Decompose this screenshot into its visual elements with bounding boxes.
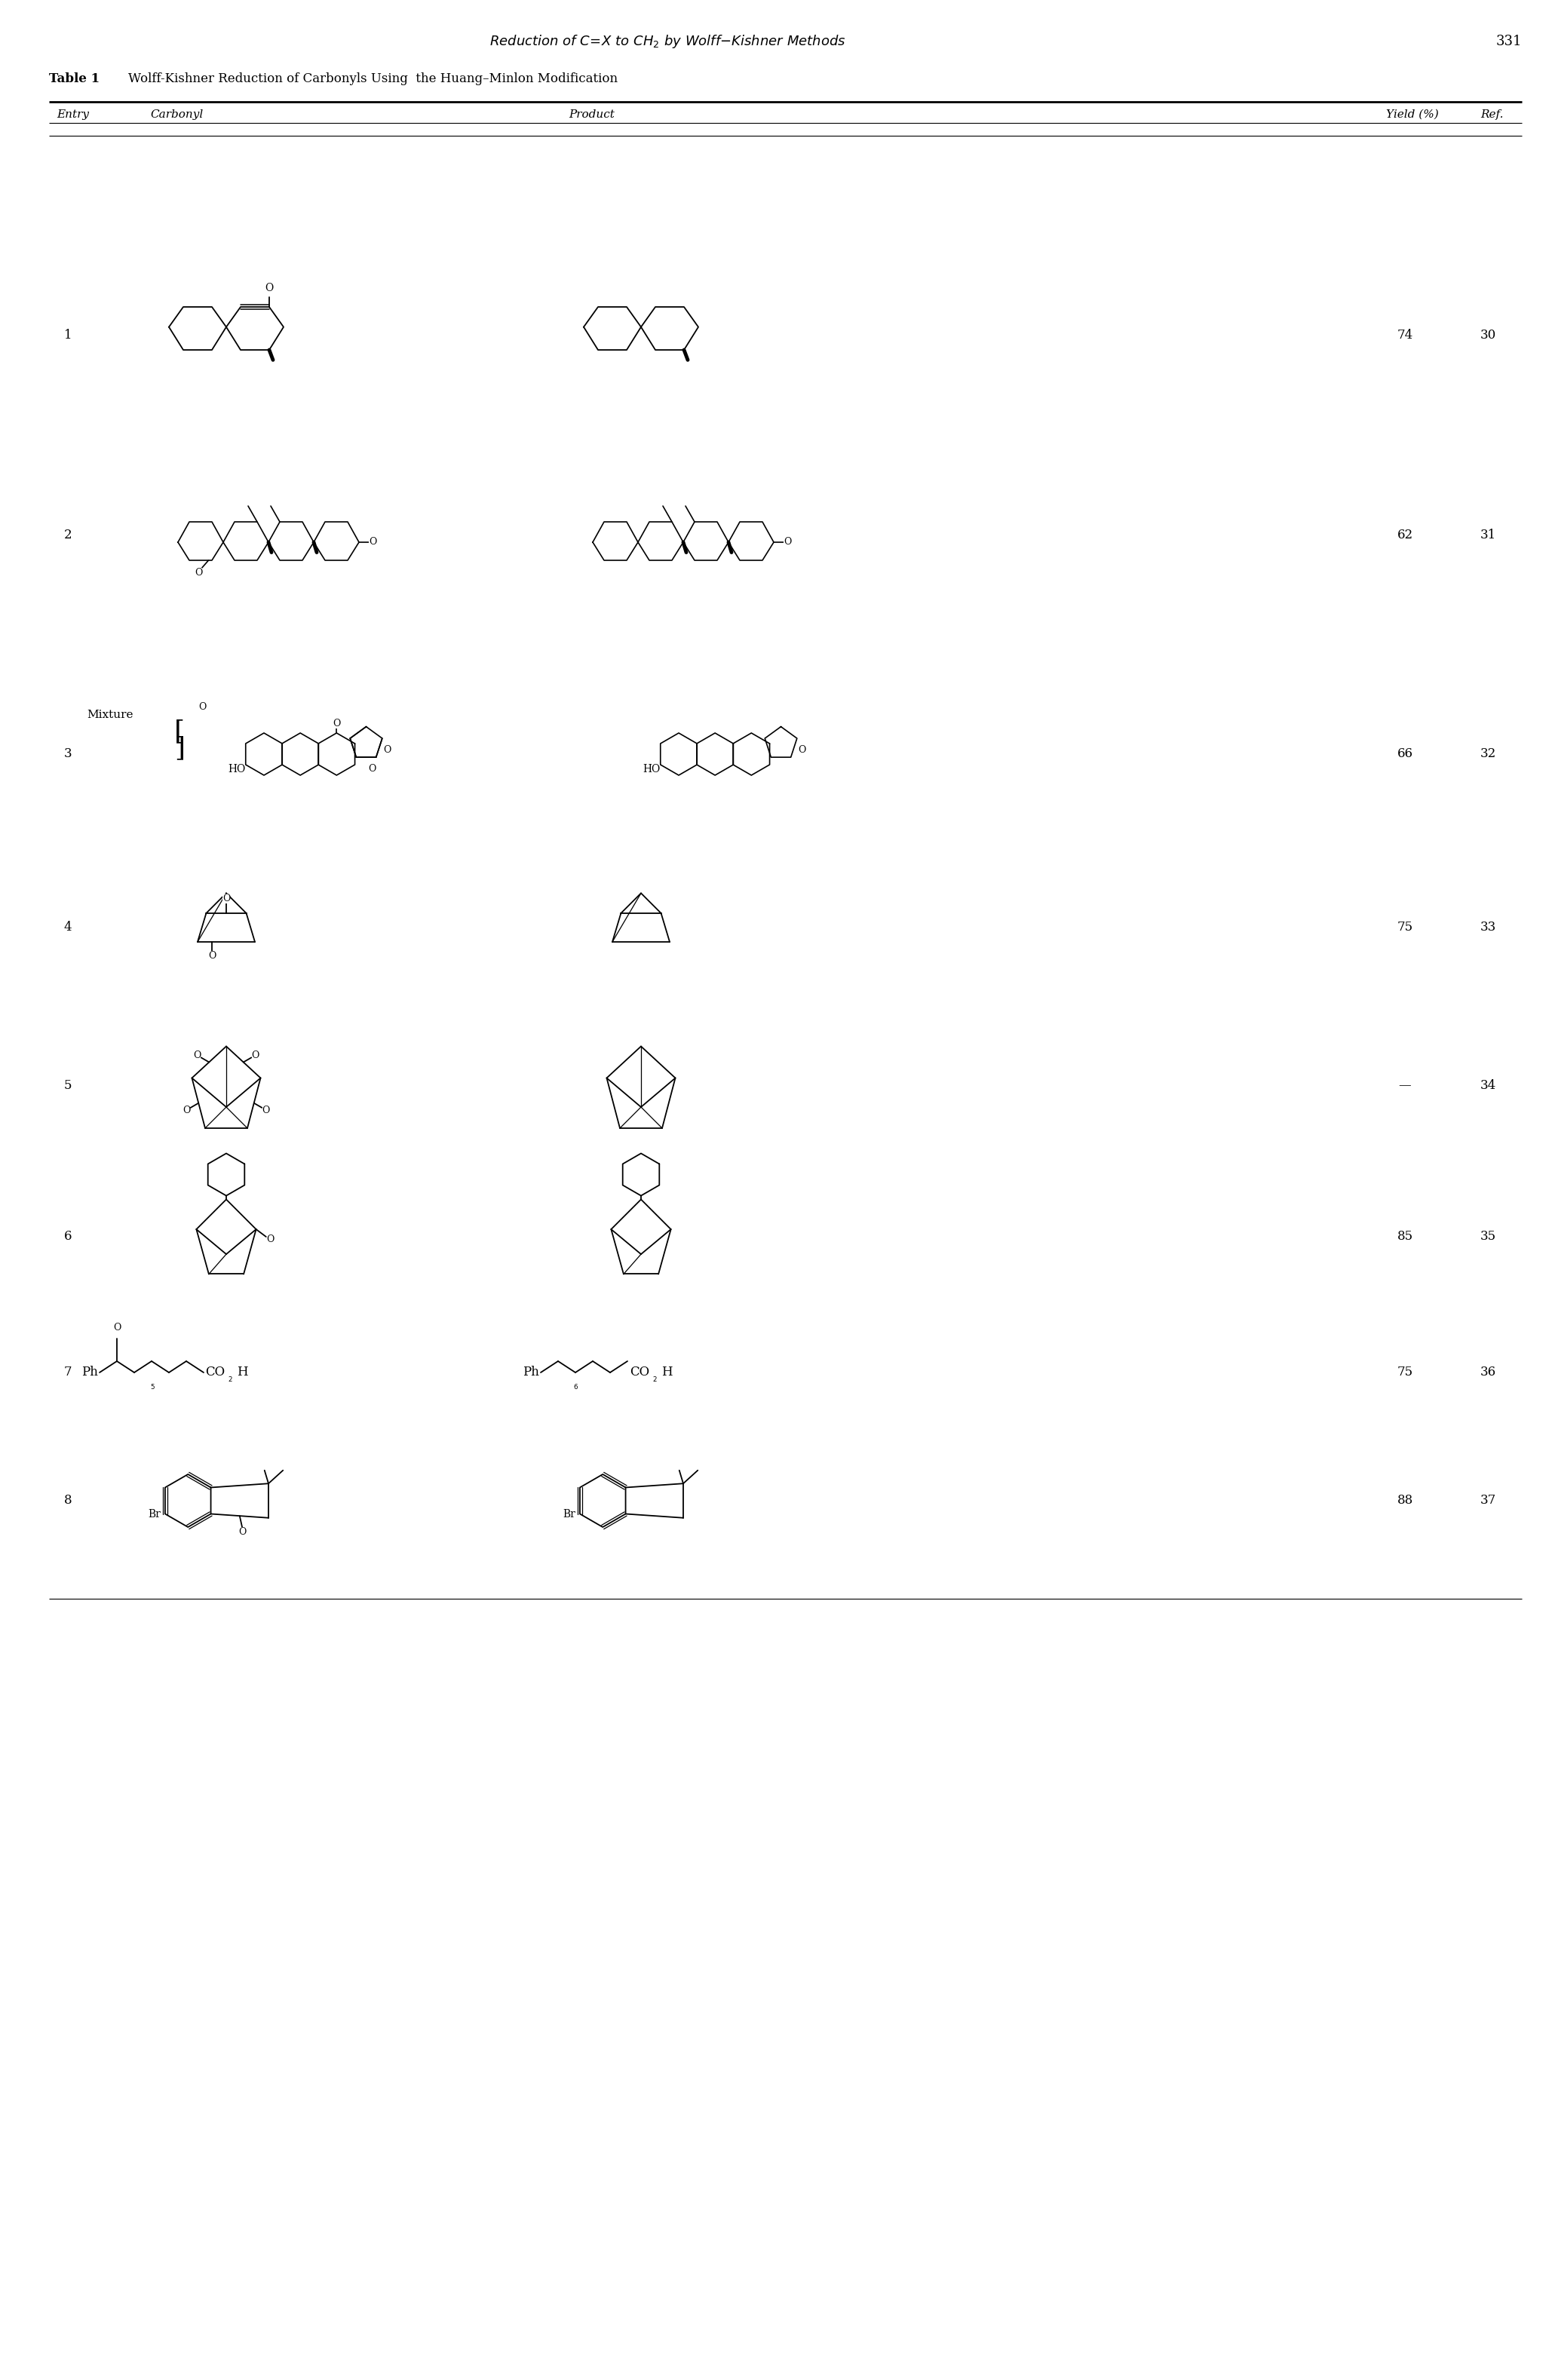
Text: O: O [199, 702, 206, 712]
Text: CO: CO [205, 1366, 225, 1378]
Text: O: O [383, 745, 391, 754]
Text: 85: 85 [1397, 1230, 1412, 1242]
Text: Product: Product [570, 109, 615, 119]
Text: CO: CO [630, 1366, 649, 1378]
Text: 34: 34 [1481, 1081, 1496, 1092]
Text: 6: 6 [64, 1230, 71, 1242]
Text: O: O [784, 538, 792, 547]
Text: O: O [262, 1104, 270, 1114]
Text: 74: 74 [1397, 328, 1412, 343]
Text: 1: 1 [64, 328, 71, 343]
Text: O: O [222, 895, 230, 904]
Text: Table 1: Table 1 [50, 74, 99, 86]
Text: O: O [251, 1050, 259, 1059]
Text: 7: 7 [64, 1366, 71, 1378]
Text: 31: 31 [1481, 528, 1496, 543]
Text: $\mathit{Reduction\ of\ C{\!=\!}X\ to\ CH_2\ by\ Wolff{-}Kishner\ Methods}$: $\mathit{Reduction\ of\ C{\!=\!}X\ to\ C… [489, 33, 846, 50]
Text: O: O [265, 283, 273, 293]
Text: Entry: Entry [56, 109, 88, 119]
Text: 66: 66 [1397, 747, 1412, 762]
Text: 5: 5 [64, 1081, 71, 1092]
Text: 62: 62 [1397, 528, 1412, 543]
Text: 35: 35 [1481, 1230, 1496, 1242]
Text: Carbonyl: Carbonyl [151, 109, 203, 119]
Text: H: H [237, 1366, 248, 1378]
Text: $_2$: $_2$ [228, 1373, 233, 1383]
Text: [: [ [174, 719, 185, 745]
Text: Yield (%): Yield (%) [1386, 109, 1439, 119]
Text: O: O [192, 1050, 200, 1059]
Text: HO: HO [228, 764, 245, 774]
Text: HO: HO [643, 764, 660, 774]
Text: 33: 33 [1481, 921, 1496, 933]
Text: H: H [661, 1366, 672, 1378]
Text: O: O [368, 764, 377, 774]
Text: O: O [267, 1235, 275, 1245]
Text: 75: 75 [1397, 1366, 1412, 1378]
Text: 32: 32 [1481, 747, 1496, 762]
Text: Mixture: Mixture [87, 709, 133, 721]
Text: 36: 36 [1481, 1366, 1496, 1378]
Text: O: O [332, 719, 340, 728]
Text: Br: Br [147, 1509, 160, 1518]
Text: Ph: Ph [523, 1366, 539, 1378]
Text: $_6$: $_6$ [574, 1380, 579, 1392]
Text: 88: 88 [1397, 1495, 1412, 1507]
Text: 3: 3 [64, 747, 71, 762]
Text: 75: 75 [1397, 921, 1412, 933]
Text: 4: 4 [64, 921, 71, 933]
Text: 8: 8 [64, 1495, 71, 1507]
Text: ]: ] [174, 735, 185, 762]
Text: 30: 30 [1481, 328, 1496, 343]
Text: O: O [183, 1104, 191, 1114]
Text: 2: 2 [64, 528, 71, 543]
Text: O: O [239, 1528, 247, 1537]
Text: O: O [194, 569, 202, 578]
Text: Wolff-Kishner Reduction of Carbonyls Using  the Huang–Minlon Modification: Wolff-Kishner Reduction of Carbonyls Usi… [129, 74, 618, 86]
Text: O: O [798, 745, 805, 754]
Text: $_2$: $_2$ [652, 1373, 658, 1383]
Text: O: O [113, 1323, 121, 1333]
Text: Br: Br [562, 1509, 576, 1518]
Text: $_5$: $_5$ [149, 1380, 155, 1392]
Text: Ph: Ph [82, 1366, 98, 1378]
Text: 331: 331 [1496, 36, 1523, 48]
Text: O: O [208, 952, 216, 962]
Text: O: O [369, 538, 377, 547]
Text: —: — [1398, 1081, 1411, 1092]
Text: Ref.: Ref. [1481, 109, 1504, 119]
Text: 37: 37 [1481, 1495, 1496, 1507]
